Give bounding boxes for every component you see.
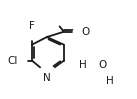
Point: [108, 75, 111, 76]
Point: [86, 64, 88, 66]
Point: [101, 64, 103, 66]
Text: O: O: [81, 27, 90, 37]
Point: [80, 31, 82, 32]
Text: O: O: [98, 60, 106, 70]
Text: H: H: [106, 76, 113, 86]
Point: [46, 72, 48, 74]
Point: [31, 30, 33, 32]
Text: H: H: [79, 60, 87, 70]
Point: [17, 60, 19, 61]
Text: N: N: [43, 73, 51, 83]
Text: Cl: Cl: [7, 56, 18, 66]
Text: F: F: [29, 21, 35, 31]
